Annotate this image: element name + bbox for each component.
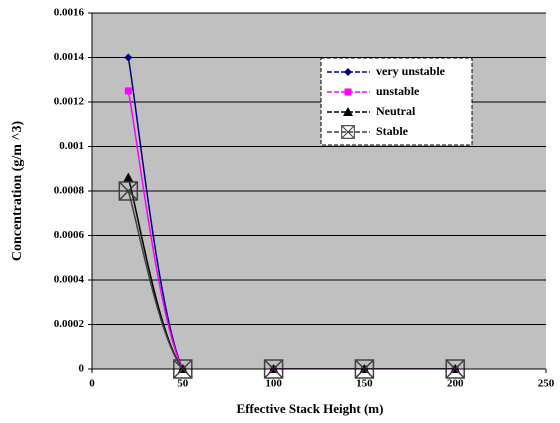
lines [127,57,456,369]
series-line [127,90,456,369]
legend-marker [344,88,352,96]
marker [124,87,132,95]
x-tick-label: 200 [447,378,464,390]
y-tick-label: 0.0016 [54,7,85,19]
x-tick-label: 0 [89,378,95,390]
series-line [127,190,456,369]
x-axis-title: Effective Stack Height (m) [237,401,384,416]
legend-items: very unstable unstable Neutral Stable [327,64,446,139]
legend-marker [343,107,353,116]
series-line [127,177,456,369]
y-tick-label: 0.0002 [54,318,85,330]
legend-label: very unstable [376,64,446,78]
x-tick-label: 50 [177,378,189,390]
y-tick-label: 0.0008 [54,185,85,197]
legend-label: Stable [376,124,409,138]
marker [118,181,139,201]
x-tick-label: 150 [356,378,373,390]
y-tick-label: 0.0006 [54,229,85,241]
x-tick-label: 100 [265,378,282,390]
y-axis-title: Concentration (g/m ^3) [10,120,25,261]
legend-label: unstable [376,84,420,98]
y-tick-label: 0.0014 [54,51,85,63]
marker [124,53,133,62]
y-tick-label: 0.001 [59,140,84,152]
x-tick-label: 250 [538,378,555,390]
marker [123,172,134,182]
legend-marker [344,68,352,76]
y-tick-label: 0 [79,363,85,375]
y-tick-label: 0.0012 [54,96,85,108]
y-tick-label: 0.0004 [54,274,85,286]
legend-label: Neutral [376,104,416,118]
series-line [127,57,456,369]
legend-marker [341,125,355,139]
